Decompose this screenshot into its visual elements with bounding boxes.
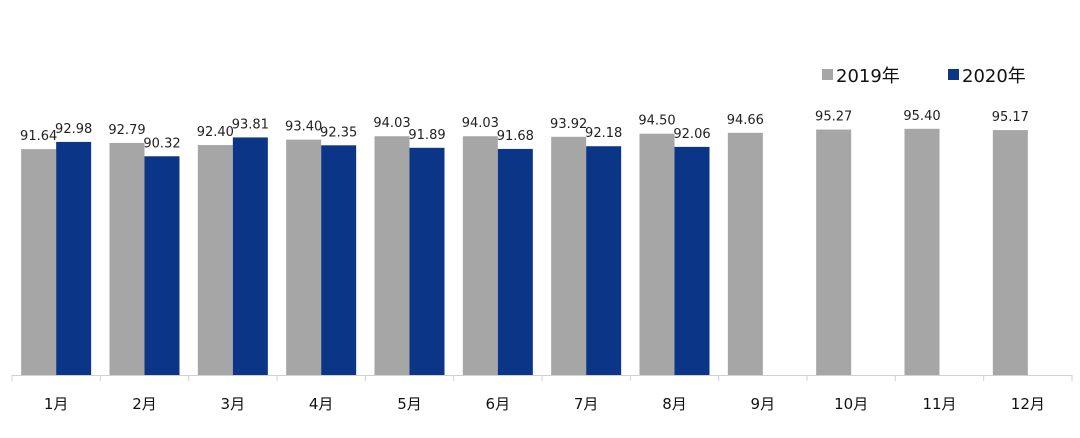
bar-2019-11 — [904, 128, 940, 375]
legend-swatch-2020 — [948, 69, 959, 80]
bar-2020-5 — [409, 147, 445, 375]
bar-2019-8 — [639, 133, 675, 375]
data-label-2020-2: 90.32 — [143, 136, 180, 151]
x-tick-label: 8月 — [662, 395, 687, 413]
data-label-2020-5: 91.89 — [408, 128, 445, 143]
data-label-2019-8: 94.50 — [638, 114, 675, 129]
x-tick-label: 10月 — [834, 395, 868, 413]
data-label-2019-3: 92.40 — [197, 125, 234, 140]
data-label-2019-5: 94.03 — [373, 116, 410, 131]
data-label-2019-1: 91.64 — [20, 129, 57, 144]
data-label-2019-11: 95.40 — [903, 109, 940, 124]
data-label-2019-2: 92.79 — [108, 123, 145, 138]
x-tick-label: 7月 — [574, 395, 599, 413]
x-tick-label: 6月 — [486, 395, 511, 413]
data-label-2019-6: 94.03 — [462, 116, 499, 131]
data-label-2020-8: 92.06 — [673, 127, 710, 142]
bar-2020-1 — [56, 141, 92, 375]
bar-2019-5 — [374, 136, 410, 375]
bar-2019-3 — [197, 145, 233, 375]
data-label-2019-9: 94.66 — [727, 113, 764, 128]
data-label-2020-1: 92.98 — [55, 122, 92, 137]
bar-2020-2 — [144, 156, 180, 375]
bar-2020-3 — [232, 137, 268, 375]
x-tick-label: 2月 — [132, 395, 157, 413]
bar-2019-9 — [727, 132, 763, 375]
bar-2019-1 — [21, 149, 57, 375]
legend-swatch-2019 — [822, 69, 833, 80]
x-tick-label: 1月 — [44, 395, 69, 413]
legend-label-2019: 2019年 — [836, 66, 900, 87]
bar-2019-10 — [816, 129, 852, 375]
x-tick-label: 4月 — [309, 395, 334, 413]
data-label-2020-7: 92.18 — [585, 126, 622, 141]
x-tick-label: 3月 — [221, 395, 246, 413]
bar-2019-6 — [462, 136, 498, 375]
data-label-2019-10: 95.27 — [815, 110, 852, 125]
legend-label-2020: 2020年 — [962, 66, 1026, 87]
bar-2019-4 — [286, 139, 322, 375]
x-tick-label: 9月 — [751, 395, 776, 413]
x-tick-label: 5月 — [397, 395, 422, 413]
bar-2020-4 — [321, 145, 357, 375]
bar-2020-8 — [674, 146, 710, 375]
data-label-2019-12: 95.17 — [992, 110, 1029, 125]
data-label-2019-7: 93.92 — [550, 117, 587, 132]
bar-2019-2 — [109, 142, 145, 375]
x-tick-label: 11月 — [922, 395, 956, 413]
bar-2019-12 — [992, 130, 1028, 375]
bar-2019-7 — [551, 136, 587, 375]
legend: 2019年 2020年 — [822, 66, 1026, 87]
x-tick-label: 12月 — [1011, 395, 1045, 413]
data-label-2020-4: 92.35 — [320, 125, 357, 140]
bar-2020-7 — [586, 146, 622, 375]
data-label-2020-3: 93.81 — [232, 117, 269, 132]
data-label-2020-6: 91.68 — [497, 129, 534, 144]
data-label-2019-4: 93.40 — [285, 120, 322, 135]
bar-2020-6 — [497, 148, 533, 375]
